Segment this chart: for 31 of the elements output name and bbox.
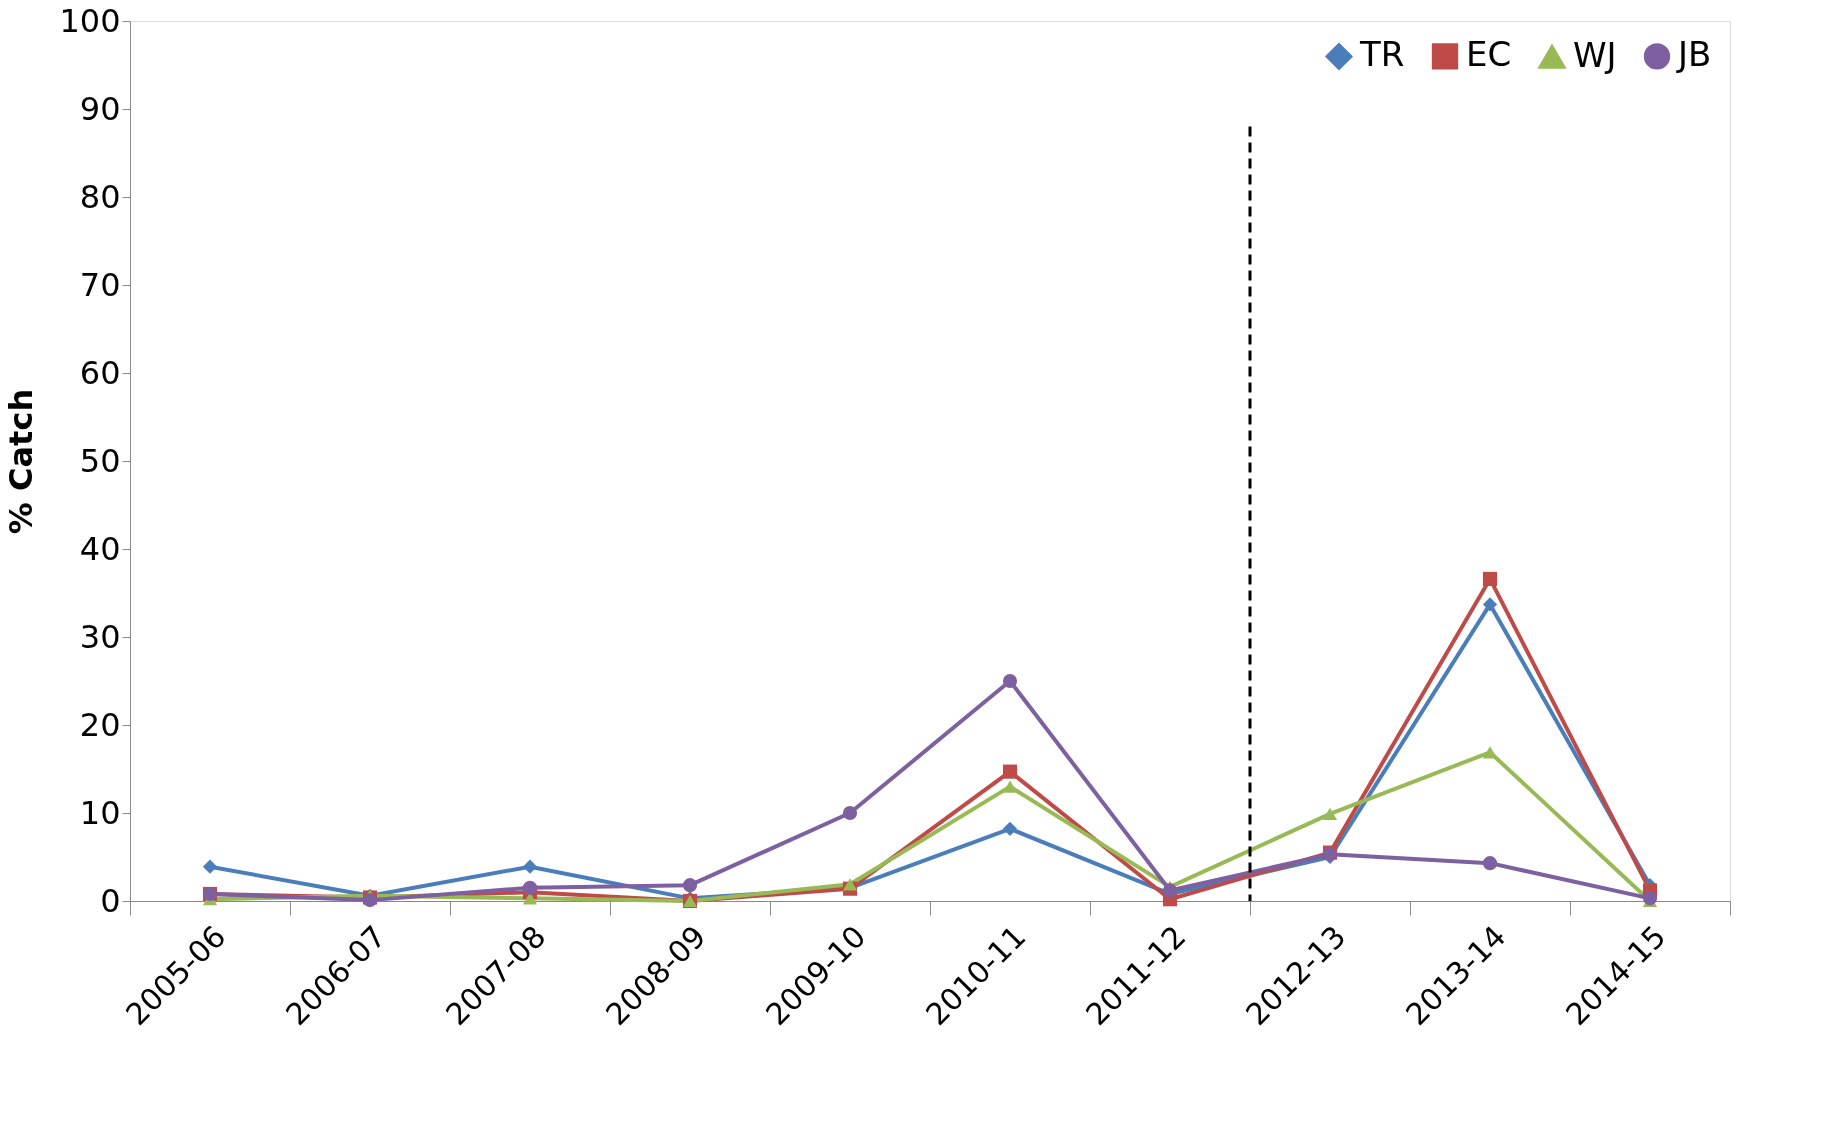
point (1482, 597, 1498, 612)
point (1002, 821, 1018, 836)
y-tick-label: 0 (100, 881, 121, 920)
y-tick-label: 80 (79, 177, 121, 216)
point (522, 859, 538, 874)
legend-label: TR (1359, 34, 1405, 75)
y-tick-label: 40 (79, 529, 121, 568)
legend-label: JB (1676, 34, 1712, 75)
point (1002, 673, 1018, 689)
point (1002, 780, 1018, 793)
point (522, 880, 538, 895)
point (1162, 883, 1178, 898)
point (1002, 764, 1018, 779)
y-tick-label: 20 (79, 705, 121, 744)
point (682, 878, 698, 893)
legend-label: WJ (1573, 35, 1617, 76)
y-tick-label: 30 (79, 617, 121, 656)
y-tick-label: 90 (79, 89, 121, 128)
point (1482, 571, 1498, 586)
y-tick-label: 100 (59, 1, 121, 40)
point (842, 878, 858, 891)
y-axis-title: % Catch (2, 388, 41, 535)
y-tick-label: 70 (79, 265, 121, 304)
y-tick-label: 50 (79, 441, 121, 480)
y-tick-label: 10 (79, 793, 121, 832)
point (1322, 807, 1338, 820)
point (1482, 856, 1498, 871)
point (202, 859, 218, 874)
point (842, 805, 858, 821)
legend-label: EC (1466, 34, 1512, 75)
y-tick-label: 60 (79, 353, 121, 392)
